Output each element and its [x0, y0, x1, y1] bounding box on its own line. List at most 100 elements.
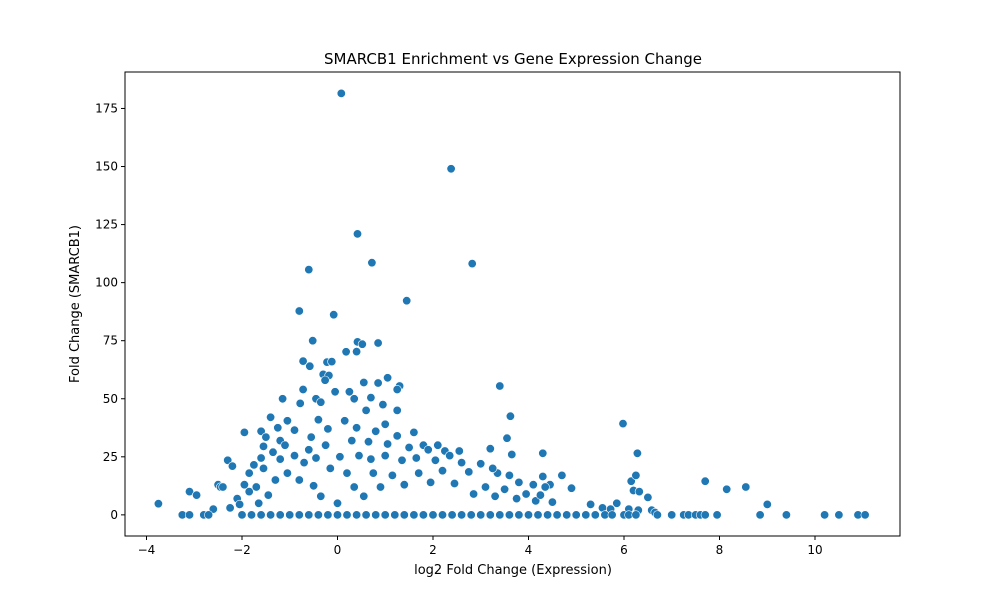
y-axis-ticks: 0 25 50 75 100 125 150 175: [95, 101, 125, 522]
data-point: [571, 510, 581, 520]
data-point: [485, 444, 495, 454]
data-point: [349, 482, 359, 492]
x-tick-label: 4: [525, 543, 533, 557]
data-point: [380, 419, 390, 429]
data-point: [367, 258, 377, 268]
data-point: [378, 400, 388, 410]
data-point: [371, 510, 381, 520]
data-point: [208, 504, 218, 514]
data-point: [247, 510, 257, 520]
data-point: [547, 497, 557, 507]
data-point: [380, 510, 390, 520]
data-point: [308, 336, 318, 346]
data-point: [495, 510, 505, 520]
data-point: [239, 480, 249, 490]
data-point: [244, 468, 254, 478]
data-point: [251, 482, 261, 492]
data-point: [476, 459, 486, 469]
data-point: [383, 439, 393, 449]
data-point: [298, 384, 308, 394]
data-point: [298, 356, 308, 366]
data-point: [490, 491, 500, 501]
data-point: [454, 446, 464, 456]
data-point: [411, 453, 421, 463]
data-point: [329, 310, 339, 320]
x-axis-label: log2 Fold Change (Expression): [414, 563, 612, 578]
data-point: [445, 451, 455, 461]
data-point: [261, 432, 271, 442]
data-point: [538, 448, 548, 458]
data-point: [357, 339, 367, 349]
data-point: [354, 451, 364, 461]
data-point: [590, 510, 600, 520]
data-point: [336, 88, 346, 98]
x-tick-label: 2: [429, 543, 437, 557]
data-point: [342, 510, 352, 520]
data-point: [430, 455, 440, 465]
data-point: [562, 510, 572, 520]
data-point: [327, 357, 337, 367]
data-point: [342, 468, 352, 478]
data-point: [289, 425, 299, 435]
data-point: [368, 468, 378, 478]
y-axis-label: Fold Change (SMARCB1): [68, 225, 83, 383]
data-point: [316, 397, 326, 407]
y-tick-label: 50: [103, 392, 118, 406]
data-point: [495, 381, 505, 391]
data-point: [373, 338, 383, 348]
data-point: [428, 510, 438, 520]
y-tick-label: 150: [95, 160, 118, 174]
data-point: [258, 463, 268, 473]
data-point: [488, 463, 498, 473]
data-point: [469, 489, 479, 499]
data-point: [538, 471, 548, 481]
data-point: [612, 498, 622, 508]
data-point: [256, 426, 266, 436]
data-point: [237, 510, 247, 520]
data-point: [557, 470, 567, 480]
data-point: [383, 373, 393, 383]
data-point: [204, 510, 214, 520]
data-point: [464, 467, 474, 477]
data-point: [305, 361, 315, 371]
data-point: [380, 451, 390, 461]
data-point: [325, 463, 335, 473]
data-point: [294, 306, 304, 316]
data-point: [185, 510, 195, 520]
data-point: [352, 347, 362, 357]
data-point: [504, 510, 514, 520]
data-point: [507, 449, 517, 459]
data-point: [258, 441, 268, 451]
data-point: [755, 510, 765, 520]
data-point: [316, 491, 326, 501]
data-point: [294, 510, 304, 520]
data-point: [266, 510, 276, 520]
data-point: [275, 510, 285, 520]
data-point: [373, 378, 383, 388]
data-point: [437, 510, 447, 520]
data-point: [476, 510, 486, 520]
data-point: [235, 499, 245, 509]
data-point: [268, 447, 278, 457]
data-point: [352, 423, 362, 433]
data-point: [632, 448, 642, 458]
data-point: [304, 445, 314, 455]
data-point: [781, 510, 791, 520]
data-point: [371, 426, 381, 436]
data-point: [521, 489, 531, 499]
data-point: [626, 476, 636, 486]
data-point: [285, 510, 295, 520]
data-point: [249, 460, 259, 470]
data-point: [278, 394, 288, 404]
x-axis-ticks: −4 −2 0 2 4 6 8 10: [138, 536, 823, 557]
data-point: [332, 498, 342, 508]
data-point: [392, 384, 402, 394]
data-point: [244, 487, 254, 497]
data-point: [306, 432, 316, 442]
data-point: [466, 510, 476, 520]
data-point: [504, 470, 514, 480]
data-point: [330, 387, 340, 397]
data-point: [449, 478, 459, 488]
data-point: [634, 487, 644, 497]
